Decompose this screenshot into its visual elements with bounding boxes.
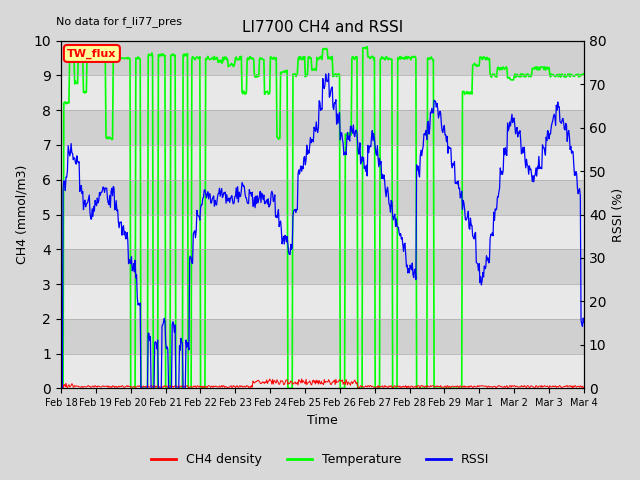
Title: LI7700 CH4 and RSSI: LI7700 CH4 and RSSI (242, 20, 403, 36)
Y-axis label: CH4 (mmol/m3): CH4 (mmol/m3) (15, 165, 28, 264)
Bar (61, 180, 584, 215)
Text: No data for f_li77_pres: No data for f_li77_pres (56, 16, 182, 27)
Bar (61, 249, 584, 284)
Bar (61, 145, 584, 180)
Bar (61, 354, 584, 388)
Bar (61, 75, 584, 110)
Bar (61, 215, 584, 249)
Bar (61, 110, 584, 145)
X-axis label: Time: Time (307, 414, 338, 427)
Bar (61, 41, 584, 75)
Text: TW_flux: TW_flux (67, 48, 116, 59)
Bar (61, 284, 584, 319)
Y-axis label: RSSI (%): RSSI (%) (612, 188, 625, 241)
Legend: CH4 density, Temperature, RSSI: CH4 density, Temperature, RSSI (146, 448, 494, 471)
Bar (61, 319, 584, 354)
